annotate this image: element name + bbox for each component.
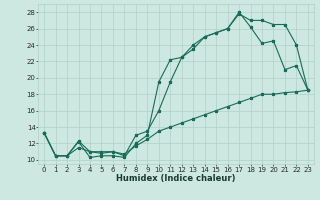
X-axis label: Humidex (Indice chaleur): Humidex (Indice chaleur) — [116, 174, 236, 183]
